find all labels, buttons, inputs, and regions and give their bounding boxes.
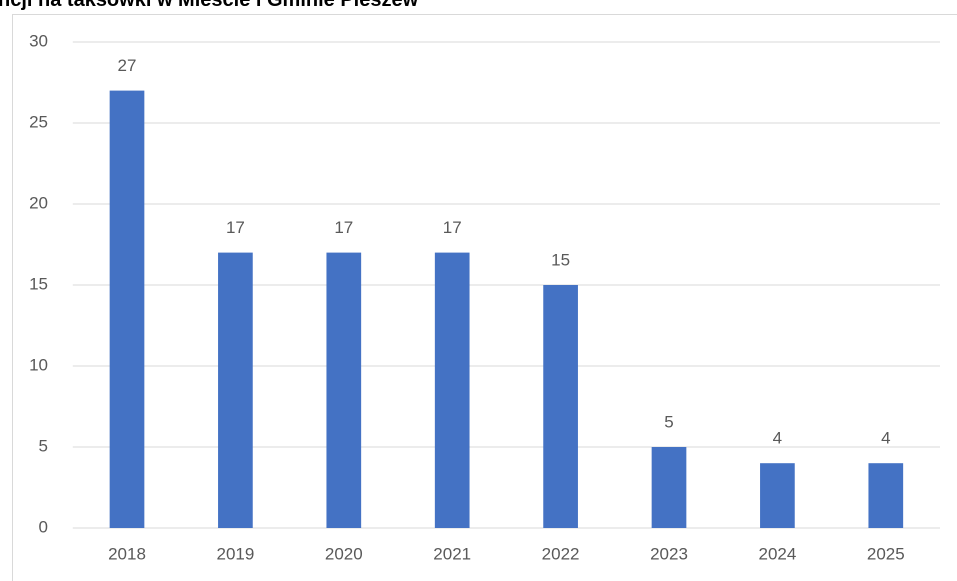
bar bbox=[218, 252, 253, 528]
data-label: 17 bbox=[334, 218, 353, 237]
bar bbox=[109, 90, 145, 528]
y-tick-label: 5 bbox=[39, 436, 48, 455]
y-tick-label: 0 bbox=[39, 517, 48, 536]
x-tick-label: 2019 bbox=[216, 544, 254, 563]
bar bbox=[868, 463, 904, 528]
chart-title: ncji na taksówki w Mieście i Gminie Ples… bbox=[0, 0, 419, 11]
data-label: 5 bbox=[664, 412, 673, 431]
x-tick-label: 2021 bbox=[433, 544, 471, 563]
x-tick-label: 2023 bbox=[650, 544, 688, 563]
y-tick-label: 15 bbox=[29, 274, 48, 293]
data-label: 4 bbox=[881, 429, 890, 448]
bar bbox=[760, 463, 795, 528]
bar bbox=[434, 252, 470, 528]
chart-border bbox=[12, 14, 957, 581]
x-tick-label: 2022 bbox=[542, 544, 580, 563]
bar bbox=[543, 285, 578, 528]
bar bbox=[651, 447, 687, 528]
bar bbox=[326, 252, 362, 528]
y-tick-label: 30 bbox=[29, 31, 48, 50]
data-label: 17 bbox=[443, 218, 462, 237]
y-tick-label: 25 bbox=[29, 112, 48, 131]
y-tick-label: 10 bbox=[29, 355, 48, 374]
data-label: 27 bbox=[118, 56, 137, 75]
x-tick-label: 2020 bbox=[325, 544, 363, 563]
x-tick-label: 2025 bbox=[867, 544, 905, 563]
data-label: 4 bbox=[773, 429, 782, 448]
y-tick-label: 20 bbox=[29, 193, 48, 212]
x-tick-label: 2024 bbox=[758, 544, 796, 563]
data-label: 17 bbox=[226, 218, 245, 237]
data-label: 15 bbox=[551, 250, 570, 269]
x-tick-label: 2018 bbox=[108, 544, 146, 563]
